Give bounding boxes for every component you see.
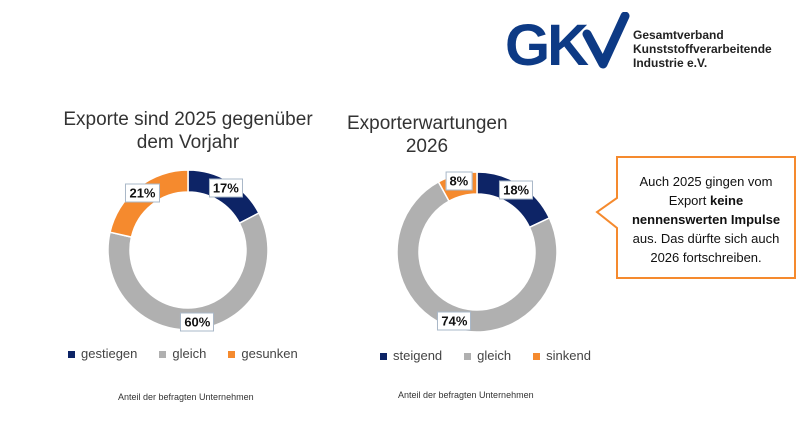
legend-item: steigend	[380, 348, 442, 363]
donut-segment-gleich	[107, 211, 269, 331]
legend-label: gleich	[477, 348, 512, 363]
logo-line: Gesamtverband	[633, 28, 724, 42]
legend-item: gesunken	[228, 346, 298, 361]
legend-swatch	[533, 353, 541, 360]
footnote-left: Anteil der befragten Unternehmen	[118, 392, 254, 402]
donut-segment-gesunken	[109, 169, 189, 238]
data-label: 18%	[499, 180, 534, 200]
gkv-logo: GK	[505, 12, 630, 72]
legend-label: gleich	[172, 346, 207, 361]
callout-text-bold: keine nennenswerten Impulse	[631, 193, 781, 227]
data-label: 60%	[180, 312, 215, 332]
legend-swatch	[464, 353, 472, 360]
callout-text-part: Auch 2025 gingen vom Export	[639, 174, 773, 208]
data-label: 21%	[125, 183, 160, 203]
legend-right: steigend gleich sinkend	[380, 348, 591, 363]
logo-line: Kunststoffverarbeitende	[633, 42, 772, 56]
svg-text:GK: GK	[505, 13, 589, 72]
data-label: 74%	[437, 311, 472, 331]
logo-line: Industrie e.V.	[633, 56, 708, 70]
footnote-right: Anteil der befragten Unternehmen	[398, 390, 534, 400]
data-label: 8%	[445, 171, 473, 191]
callout-text: Auch 2025 gingen vom Export keine nennen…	[622, 172, 790, 267]
legend-label: gestiegen	[81, 346, 138, 361]
chart-title-right: Exporterwartungen 2026	[347, 113, 508, 157]
chart-title-left: Exporte sind 2025 gegenüber dem Vorjahr	[63, 109, 313, 153]
legend-swatch	[159, 351, 167, 358]
legend-swatch	[68, 351, 75, 358]
callout-text-part: aus. Das dürfte sich auch 2026 fortschre…	[632, 231, 780, 265]
legend-label: steigend	[393, 348, 443, 363]
legend-label: sinkend	[546, 348, 591, 363]
legend-item: gleich	[464, 348, 511, 363]
legend-item: sinkend	[533, 348, 591, 363]
legend-label: gesunken	[241, 346, 298, 361]
legend-swatch	[228, 351, 236, 358]
donut-segment-gleich	[396, 180, 558, 333]
legend-left: gestiegen gleich gesunken	[68, 346, 298, 361]
logo-text: Gesamtverband Kunststoffverarbeitende In…	[633, 28, 772, 70]
legend-item: gestiegen	[68, 346, 137, 361]
data-label: 17%	[208, 178, 243, 198]
legend-item: gleich	[159, 346, 206, 361]
legend-swatch	[380, 353, 387, 360]
